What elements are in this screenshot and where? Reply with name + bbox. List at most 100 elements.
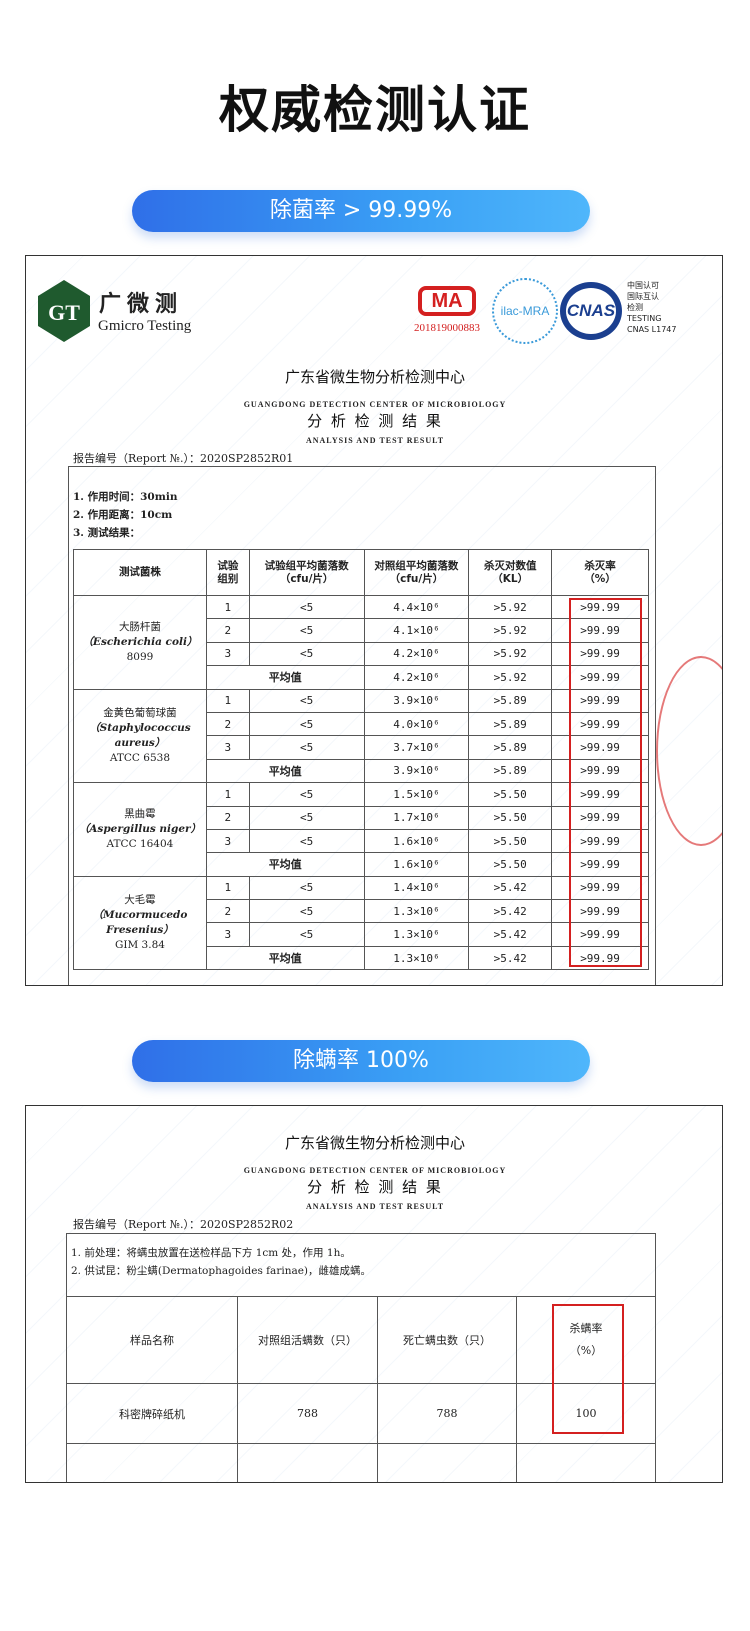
cell: >5.50 (468, 782, 553, 807)
table-row: 3 <5 3.7×10⁶ >5.89 >99.99 (74, 735, 649, 760)
control-live-mites: 788 (237, 1383, 378, 1444)
cell: 4.4×10⁶ (363, 594, 470, 620)
note: 1. 前处理：将螨虫放置在送检样品下方 1cm 处，作用 1h。 (71, 1247, 351, 1259)
cell: 3 (205, 828, 250, 854)
cell: 1.3×10⁶ (363, 899, 470, 924)
cell: <5 (248, 875, 365, 901)
cell: 3 (205, 922, 250, 947)
cell: 1 (205, 782, 250, 807)
average-label: 平均值 (205, 665, 365, 690)
cell: >99.99 (551, 782, 649, 807)
gmicro-logo-icon: GT (38, 280, 90, 342)
mite-removal-banner: 除螨率 100% (132, 1040, 590, 1082)
center-name-cn: 广东省微生物分析检测中心 (284, 1134, 465, 1152)
cell: <5 (248, 805, 365, 830)
header-cell: 对照组平均菌落数 （cfu/片） (363, 549, 470, 596)
cell: 1.6×10⁶ (363, 828, 470, 854)
table-row: 3 <5 1.3×10⁶ >5.42 >99.99 (74, 922, 649, 947)
strain-name-line: （Escherichia coli） (82, 635, 198, 648)
header-cell: 杀灭率 （%） (551, 549, 649, 596)
strain-name-line: （Mucormucedo (92, 908, 188, 921)
cell: >5.92 (468, 594, 553, 620)
average-row: 平均值 4.2×10⁶ >5.92 >99.99 (74, 665, 649, 690)
strain-name-line: Fresenius） (106, 923, 174, 936)
header-cell: 死亡螨虫数（只） (377, 1296, 517, 1384)
cell: 2 (205, 899, 250, 924)
cell: 2 (205, 618, 250, 643)
strain-name-line: 金黄色葡萄球菌 (103, 706, 177, 719)
cell: >5.89 (468, 688, 553, 713)
cell: >5.89 (468, 735, 553, 760)
report-number: 报告编号（Report №.）：2020SP2852R01 (73, 452, 294, 465)
table-row: 大肠杆菌 （Escherichia coli） 8099 1 <5 4.4×10⁶ >5.9… (73, 594, 649, 690)
cnas-text: 中国认可 国际互认 检测 TESTING CNAS L1747 (627, 280, 676, 335)
cell: <5 (248, 922, 365, 947)
sample-name: 科密牌碎纸机 (66, 1383, 238, 1444)
table-row: 黑曲霉 （Aspergillus niger） ATCC 16404 1 <5 1.5×1… (73, 782, 649, 877)
kill-rate-highlight (569, 598, 642, 967)
header-cell: 对照组活螨数（只） (237, 1296, 378, 1384)
logo-en: Gmicro Testing (98, 318, 192, 334)
cell: 3 (205, 735, 250, 760)
cell: >5.42 (468, 899, 553, 924)
cell: <5 (248, 735, 365, 760)
cell: >5.50 (468, 828, 553, 854)
cell: 1.5×10⁶ (363, 782, 470, 807)
cell: 4.1×10⁶ (363, 618, 470, 643)
report-number: 报告编号（Report №.）：2020SP2852R02 (73, 1218, 294, 1231)
average-cell: >5.89 (468, 758, 553, 784)
cell: 1.7×10⁶ (363, 805, 470, 830)
table-row: 2 <5 1.7×10⁶ >5.50 >99.99 (74, 805, 649, 830)
header-cell: 试验组平均菌落数 （cfu/片） (248, 549, 365, 596)
cell: 1 (205, 688, 250, 713)
cell: <5 (248, 618, 365, 643)
strain-name: 大肠杆菌 （Escherichia coli） 8099 (73, 595, 207, 690)
cell: <5 (248, 899, 365, 924)
strain-name: 大毛霉 （Mucormucedo Fresenius） GIM 3.84 (73, 875, 207, 971)
cell: >5.42 (468, 875, 553, 901)
average-cell: >99.99 (551, 852, 649, 877)
table-row: 2 <5 4.1×10⁶ >5.92 >99.99 (74, 618, 649, 643)
table-row: 2 <5 1.3×10⁶ >5.42 >99.99 (74, 899, 649, 924)
cell: >5.50 (468, 805, 553, 830)
cell: >99.99 (551, 922, 649, 947)
cell: 3.7×10⁶ (363, 735, 470, 760)
strain-name-line: ATCC 16404 (106, 837, 174, 850)
cell: <5 (248, 688, 365, 713)
table-row: 2 <5 4.0×10⁶ >5.89 >99.99 (74, 711, 649, 737)
strain-name-line: ATCC 6538 (109, 751, 171, 764)
table-row: 大毛霉 （Mucormucedo Fresenius） GIM 3.84 1 <5 1.4×… (73, 875, 649, 971)
cell: 2 (205, 805, 250, 830)
strain-name-line: 大毛霉 (124, 893, 156, 906)
header-cell: 杀灭对数值 （KL） (468, 549, 553, 596)
center-name-en: GUANGDONG DETECTION CENTER OF MICROBIOLO… (243, 1166, 507, 1175)
average-cell: 1.6×10⁶ (363, 852, 470, 877)
cell: <5 (248, 828, 365, 854)
cell: >99.99 (551, 828, 649, 854)
average-label: 平均值 (205, 758, 365, 784)
average-cell: 3.9×10⁶ (363, 758, 470, 784)
cell: 2 (205, 711, 250, 737)
note: 3. 测试结果： (73, 527, 141, 539)
strain-name-line: 大肠杆菌 (118, 620, 161, 633)
result-title-cn: 分 析 检 测 结 果 (307, 1178, 443, 1196)
cma-logo-icon: MA (418, 286, 476, 316)
strain-name-line: （Staphylococcus (89, 721, 191, 734)
table-row: 3 <5 1.6×10⁶ >5.50 >99.99 (74, 828, 649, 854)
strain-name: 金黄色葡萄球菌 （Staphylococcus aureus） ATCC 6538 (73, 688, 207, 784)
center-name-en: GUANGDONG DETECTION CENTER OF MICROBIOLO… (243, 400, 507, 409)
header-cell: 样品名称 (66, 1296, 238, 1384)
note: 1. 作用时间：30min (73, 491, 178, 503)
average-cell: >99.99 (551, 758, 649, 784)
cell: <5 (248, 711, 365, 737)
page-title: 权威检测认证 (219, 81, 531, 139)
table-row: 3 <5 4.2×10⁶ >5.92 >99.99 (74, 641, 649, 667)
report-document-1: GT 广微测 Gmicro Testing MA 201819000883 il… (25, 255, 723, 986)
cell: >5.92 (468, 618, 553, 643)
logo-cn: 广微测 (99, 292, 184, 317)
note: 2. 供试昆：粉尘螨(Dermatophagoides farinae)，雌雄成… (71, 1265, 372, 1277)
strain-name-line: 黑曲霉 (124, 807, 156, 820)
average-label: 平均值 (205, 852, 365, 877)
cnas-line: CNAS L1747 (627, 325, 677, 334)
cell: >5.42 (468, 922, 553, 947)
